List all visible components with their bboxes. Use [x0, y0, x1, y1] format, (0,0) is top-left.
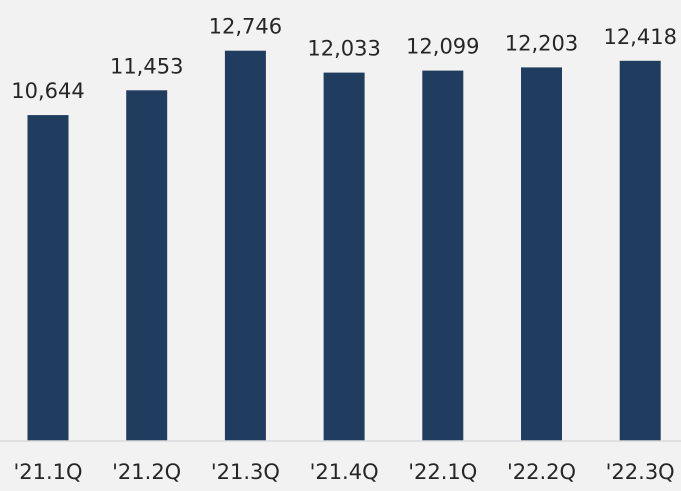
- bar-6: [521, 67, 562, 442]
- bar-3: [224, 50, 266, 441]
- bar-2: [126, 90, 168, 442]
- x-tick-label-4: '21.4Q: [310, 460, 379, 484]
- bar-7: [619, 60, 661, 442]
- value-label-6: 12,203: [505, 31, 578, 55]
- value-label-5: 12,099: [406, 35, 479, 59]
- x-tick-label-5: '22.1Q: [408, 460, 477, 484]
- value-label-7: 12,418: [603, 25, 676, 49]
- x-tick-labels-group: '21.1Q '21.2Q '21.3Q '21.4Q '22.1Q '22.2Q '22.…: [13, 460, 674, 484]
- x-tick-label-2: '21.2Q: [112, 460, 181, 484]
- bar-5: [422, 70, 464, 441]
- value-labels-group: 10,644 11,453 12,746 12,033 12,099 12,203 12,4…: [11, 15, 677, 103]
- value-label-4: 12,033: [307, 37, 380, 61]
- x-tick-label-7: '22.3Q: [606, 460, 675, 484]
- value-label-2: 11,453: [110, 54, 183, 78]
- x-tick-label-6: '22.2Q: [507, 460, 576, 484]
- x-tick-label-1: '21.1Q: [13, 460, 82, 484]
- x-tick-label-3: '21.3Q: [211, 460, 280, 484]
- bar-1: [27, 115, 69, 441]
- bars-group: [27, 50, 661, 442]
- bar-4: [323, 72, 365, 441]
- value-label-3: 12,746: [209, 15, 282, 39]
- value-label-1: 10,644: [11, 79, 84, 103]
